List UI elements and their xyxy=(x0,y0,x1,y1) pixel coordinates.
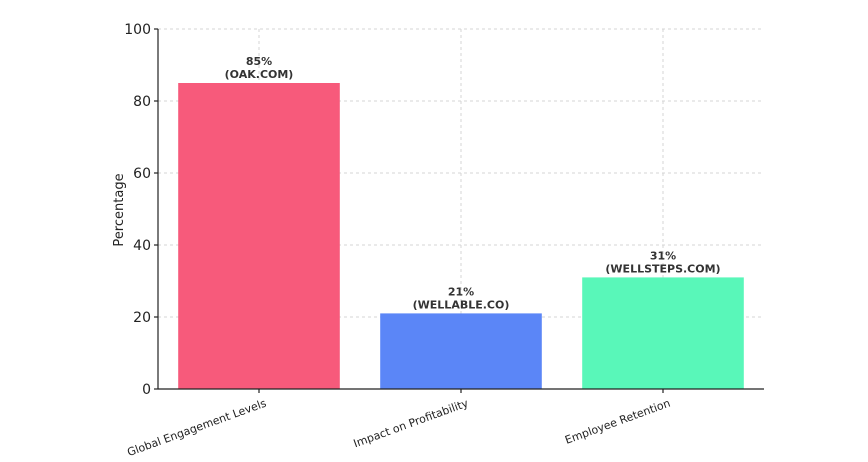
y-axis-title: Percentage xyxy=(112,173,127,246)
data-label-source: (WELLABLE.CO) xyxy=(413,298,510,311)
bars xyxy=(178,83,744,389)
y-tick-label: 60 xyxy=(133,166,151,182)
y-tick-label: 20 xyxy=(133,310,151,326)
x-tick-label: Employee Retention xyxy=(563,397,672,447)
y-tick-label: 100 xyxy=(124,22,151,38)
data-label-value: 21% xyxy=(448,285,474,298)
x-tick-label: Global Engagement Levels xyxy=(125,397,268,460)
y-tick-label: 0 xyxy=(142,382,151,398)
data-label-source: (OAK.COM) xyxy=(225,68,294,81)
x-tick-label: Impact on Profitability xyxy=(352,396,471,450)
bar xyxy=(582,277,744,389)
y-tick-label: 40 xyxy=(133,238,151,254)
y-tick-label: 80 xyxy=(133,94,151,110)
bar xyxy=(178,83,340,389)
bar xyxy=(380,313,542,389)
data-label-source: (WELLSTEPS.COM) xyxy=(605,262,720,275)
data-label-value: 85% xyxy=(246,55,272,68)
data-labels: 85%(OAK.COM) 21%(WELLABLE.CO) 31%(WELLSTEP… xyxy=(225,55,721,311)
data-label-value: 31% xyxy=(650,249,676,262)
